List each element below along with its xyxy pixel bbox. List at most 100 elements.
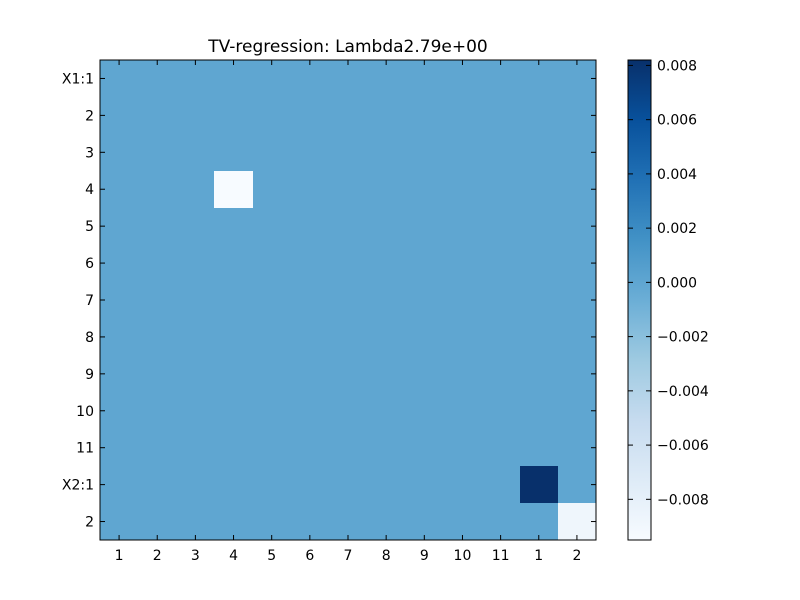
heatmap-cell xyxy=(176,134,214,171)
heatmap-cell xyxy=(214,134,253,171)
heatmap-cell xyxy=(214,60,253,97)
x-tick-label: 4 xyxy=(229,548,238,564)
heatmap-cell xyxy=(253,282,291,318)
heatmap-cell xyxy=(367,466,405,503)
heatmap-cell xyxy=(329,282,367,318)
heatmap-cell xyxy=(329,97,367,134)
heatmap-cell xyxy=(558,392,596,429)
heatmap-cell xyxy=(291,171,329,208)
x-tick-label: 8 xyxy=(382,548,391,564)
heatmap-cell xyxy=(253,503,291,540)
heatmap-cell xyxy=(329,60,367,97)
x-tick-label: 3 xyxy=(191,548,200,564)
heatmap-cell xyxy=(443,60,482,97)
heatmap-cell xyxy=(405,355,443,392)
heatmap-cell xyxy=(291,466,329,503)
colorbar-tick-label: 0.000 xyxy=(657,275,697,291)
heatmap-cell xyxy=(558,208,596,245)
heatmap-cell xyxy=(443,355,482,392)
heatmap-cell xyxy=(176,392,214,429)
heatmap-cell xyxy=(253,429,291,466)
y-tick-label: 2 xyxy=(85,515,94,531)
y-tick-label: 5 xyxy=(85,219,94,235)
heatmap-cell xyxy=(443,134,482,171)
heatmap-cell xyxy=(443,208,482,245)
heatmap-cell xyxy=(176,466,214,503)
heatmap-cell xyxy=(214,392,253,429)
x-tick-label: 10 xyxy=(454,548,472,564)
heatmap-cell xyxy=(329,355,367,392)
heatmap-cell xyxy=(520,318,558,355)
heatmap-cell xyxy=(291,429,329,466)
heatmap-cell xyxy=(482,466,520,503)
heatmap-cell xyxy=(138,318,176,355)
heatmap-cell xyxy=(138,208,176,245)
y-tick-label: 7 xyxy=(85,293,94,309)
heatmap-cell xyxy=(329,318,367,355)
colorbar-tick-label: 0.004 xyxy=(657,167,697,183)
heatmap-cell xyxy=(405,60,443,97)
heatmap-cell xyxy=(520,429,558,466)
heatmap-cell xyxy=(100,282,138,318)
heatmap-cell xyxy=(558,97,596,134)
heatmap-cell xyxy=(138,60,176,97)
x-axis: 1 2 3 4 5 6 7 8 9 10 11 1 2 xyxy=(115,60,581,564)
y-tick-label: 11 xyxy=(76,441,94,457)
heatmap-cell xyxy=(100,134,138,171)
heatmap-cell xyxy=(176,282,214,318)
heatmap-cell xyxy=(558,429,596,466)
heatmap-cell xyxy=(558,282,596,318)
heatmap-cell xyxy=(482,318,520,355)
colorbar-tick-label: −0.008 xyxy=(657,492,709,508)
heatmap-cell xyxy=(100,355,138,392)
heatmap-cell xyxy=(100,318,138,355)
heatmap-cell xyxy=(291,208,329,245)
heatmap-cell xyxy=(520,466,558,503)
heatmap-cell xyxy=(176,245,214,282)
heatmap-cell xyxy=(253,171,291,208)
heatmap-cell xyxy=(443,171,482,208)
heatmap-cell xyxy=(520,171,558,208)
heatmap-cell xyxy=(253,318,291,355)
colorbar-axis: 0.008 0.006 0.004 0.002 0.000 −0.002 −0.004 −0.… xyxy=(628,58,709,508)
heatmap-cell xyxy=(253,245,291,282)
heatmap-cell xyxy=(482,355,520,392)
heatmap-cell xyxy=(291,134,329,171)
heatmap-cell xyxy=(482,134,520,171)
heatmap-cell xyxy=(214,282,253,318)
x-tick-label: 1 xyxy=(534,548,543,564)
heatmap-cell xyxy=(138,429,176,466)
heatmap-cell xyxy=(443,429,482,466)
x-tick-label: 11 xyxy=(492,548,510,564)
y-tick-label: 4 xyxy=(85,182,94,198)
heatmap-cell xyxy=(253,355,291,392)
heatmap-cell xyxy=(214,355,253,392)
heatmap-cell xyxy=(482,171,520,208)
heatmap-cell xyxy=(176,60,214,97)
heatmap-cell xyxy=(291,392,329,429)
y-axis: X1:1 2 3 4 5 6 7 8 9 10 11 X2:1 2 xyxy=(62,71,596,531)
heatmap-cell xyxy=(253,466,291,503)
heatmap-cell xyxy=(558,134,596,171)
heatmap-cell xyxy=(558,171,596,208)
heatmap-cell xyxy=(291,282,329,318)
heatmap-cell xyxy=(214,466,253,503)
heatmap-cell xyxy=(367,134,405,171)
colorbar xyxy=(627,59,652,541)
heatmap-cell xyxy=(291,503,329,540)
heatmap-cell xyxy=(558,503,596,540)
heatmap-cell xyxy=(138,392,176,429)
heatmap-cell xyxy=(253,97,291,134)
colorbar-tick-label: −0.004 xyxy=(657,384,709,400)
heatmap-cell xyxy=(214,245,253,282)
heatmap-cell xyxy=(367,355,405,392)
heatmap-cell xyxy=(482,208,520,245)
heatmap-cell xyxy=(176,208,214,245)
heatmap-cell xyxy=(253,392,291,429)
heatmap-cell xyxy=(520,503,558,540)
heatmap-cell xyxy=(100,466,138,503)
heatmap-cell xyxy=(329,392,367,429)
heatmap-cell xyxy=(291,245,329,282)
heatmap-cell xyxy=(482,245,520,282)
